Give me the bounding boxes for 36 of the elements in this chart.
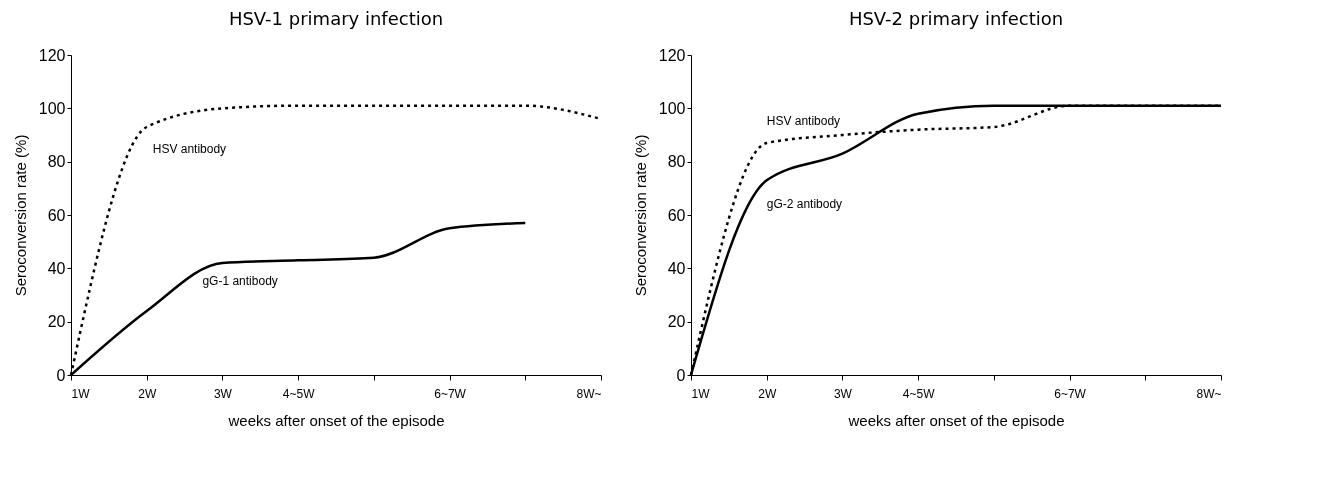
x-tick-label: 3W (833, 386, 853, 401)
y-tick-label: 20 (47, 313, 66, 331)
y-tick-label: 0 (56, 366, 66, 384)
series-label: HSV antibody (152, 142, 227, 156)
x-tick-label: 2W (758, 386, 777, 401)
x-axis-title: weeks after onset of the episode (227, 411, 445, 429)
x-tick-label: 1W (691, 386, 711, 401)
x-tick-label: 2W (138, 386, 157, 401)
x-axis-title: weeks after onset of the episode (847, 411, 1065, 429)
x-tick-label: 8W~ (1196, 386, 1222, 401)
x-tick-label: 6~7W (434, 386, 467, 401)
y-tick-label: 60 (667, 206, 686, 224)
y-tick-label: 120 (658, 46, 686, 64)
y-axis-title: Seroconversion rate (%) (631, 134, 649, 297)
series-label: HSV antibody (766, 114, 841, 128)
y-tick-label: 0 (676, 366, 686, 384)
x-tick-label: 3W (213, 386, 233, 401)
y-tick-label: 40 (47, 259, 66, 277)
y-tick-label: 80 (667, 153, 686, 171)
x-tick-label: 4~5W (282, 386, 316, 401)
chart-title: HSV-1 primary infection (228, 8, 444, 29)
y-tick-label: 40 (667, 259, 686, 277)
series-label: gG-2 antibody (766, 197, 843, 212)
chart-title: HSV-2 primary infection (848, 8, 1064, 29)
y-tick-label: 100 (38, 99, 66, 117)
y-axis-title: Seroconversion rate (%) (11, 134, 29, 297)
y-tick-label: 20 (667, 313, 686, 331)
x-tick-label: 1W (71, 386, 91, 401)
x-tick-label: 4~5W (902, 386, 936, 401)
y-tick-label: 60 (47, 206, 66, 224)
series-label: gG-1 antibody (202, 274, 278, 288)
y-tick-label: 100 (658, 99, 686, 117)
x-tick-label: 6~7W (1054, 386, 1087, 401)
x-tick-label: 8W~ (576, 386, 602, 401)
y-tick-label: 120 (38, 46, 66, 64)
y-tick-label: 80 (47, 153, 66, 171)
